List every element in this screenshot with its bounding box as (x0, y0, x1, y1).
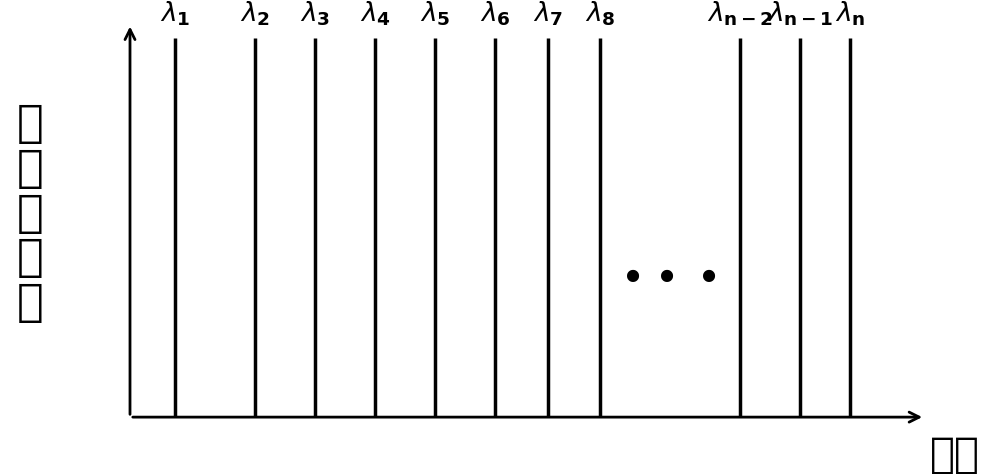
Text: $\lambda_{\mathbf{n-2}}$: $\lambda_{\mathbf{n-2}}$ (707, 0, 773, 28)
Text: $\lambda_{\mathbf{5}}$: $\lambda_{\mathbf{5}}$ (420, 0, 450, 28)
Text: $\lambda_{\mathbf{1}}$: $\lambda_{\mathbf{1}}$ (160, 0, 190, 28)
Text: $\lambda_{\mathbf{4}}$: $\lambda_{\mathbf{4}}$ (360, 0, 390, 28)
Text: 光
信
号
强
度: 光 信 号 强 度 (17, 102, 43, 324)
Text: $\lambda_{\mathbf{6}}$: $\lambda_{\mathbf{6}}$ (480, 0, 510, 28)
Text: $\lambda_{\mathbf{2}}$: $\lambda_{\mathbf{2}}$ (240, 0, 270, 28)
Text: 波长: 波长 (930, 434, 980, 474)
Text: $\lambda_{\mathbf{3}}$: $\lambda_{\mathbf{3}}$ (300, 0, 330, 28)
Text: $\lambda_{\mathbf{8}}$: $\lambda_{\mathbf{8}}$ (585, 0, 615, 28)
Text: $\lambda_{\mathbf{n-1}}$: $\lambda_{\mathbf{n-1}}$ (767, 0, 833, 28)
Text: $\bullet\bullet\bullet$: $\bullet\bullet\bullet$ (619, 254, 717, 296)
Text: $\lambda_{\mathbf{7}}$: $\lambda_{\mathbf{7}}$ (533, 0, 563, 28)
Text: $\lambda_{\mathbf{n}}$: $\lambda_{\mathbf{n}}$ (835, 0, 865, 28)
